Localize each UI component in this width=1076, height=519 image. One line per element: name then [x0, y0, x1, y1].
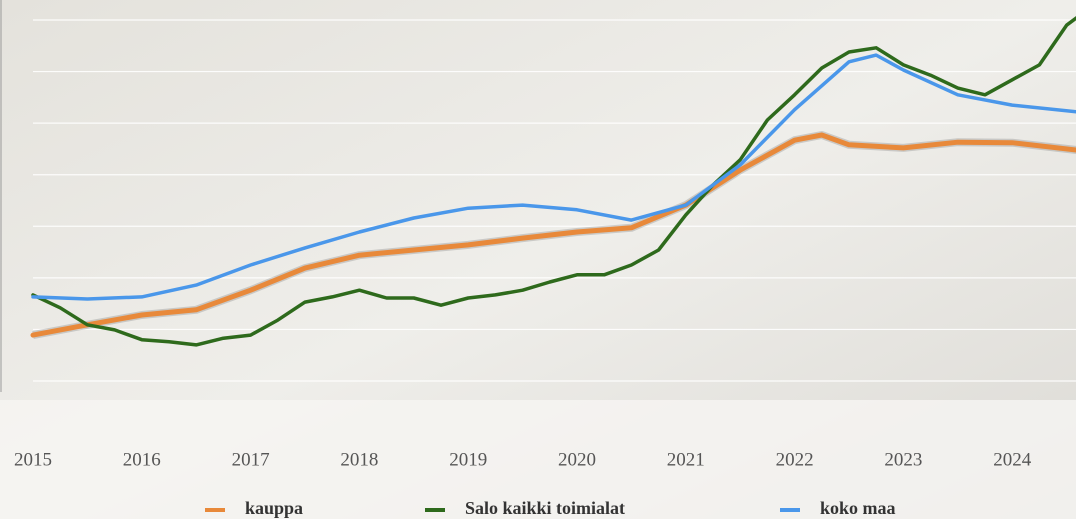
x-tick-label: 2018 [340, 449, 378, 470]
legend-label: koko maa [820, 498, 896, 518]
footer-background [0, 400, 1076, 519]
series-line [31, 16, 1076, 347]
x-tick-label: 2024 [993, 449, 1032, 470]
series-line [30, 132, 1076, 338]
x-tick-label: 2021 [667, 449, 705, 470]
x-tick-label: 2017 [232, 449, 270, 470]
x-tick-label: 2023 [884, 449, 922, 470]
x-tick-label: 2019 [449, 449, 487, 470]
legend-label: Salo kaikki toimialat [465, 498, 625, 518]
x-tick-label: 2015 [14, 449, 52, 470]
x-tick-label: 2020 [558, 449, 596, 470]
series-line [31, 53, 1076, 301]
x-tick-label: 2016 [123, 449, 161, 470]
x-tick-label: 2022 [776, 449, 814, 470]
legend-label: kauppa [245, 498, 303, 518]
